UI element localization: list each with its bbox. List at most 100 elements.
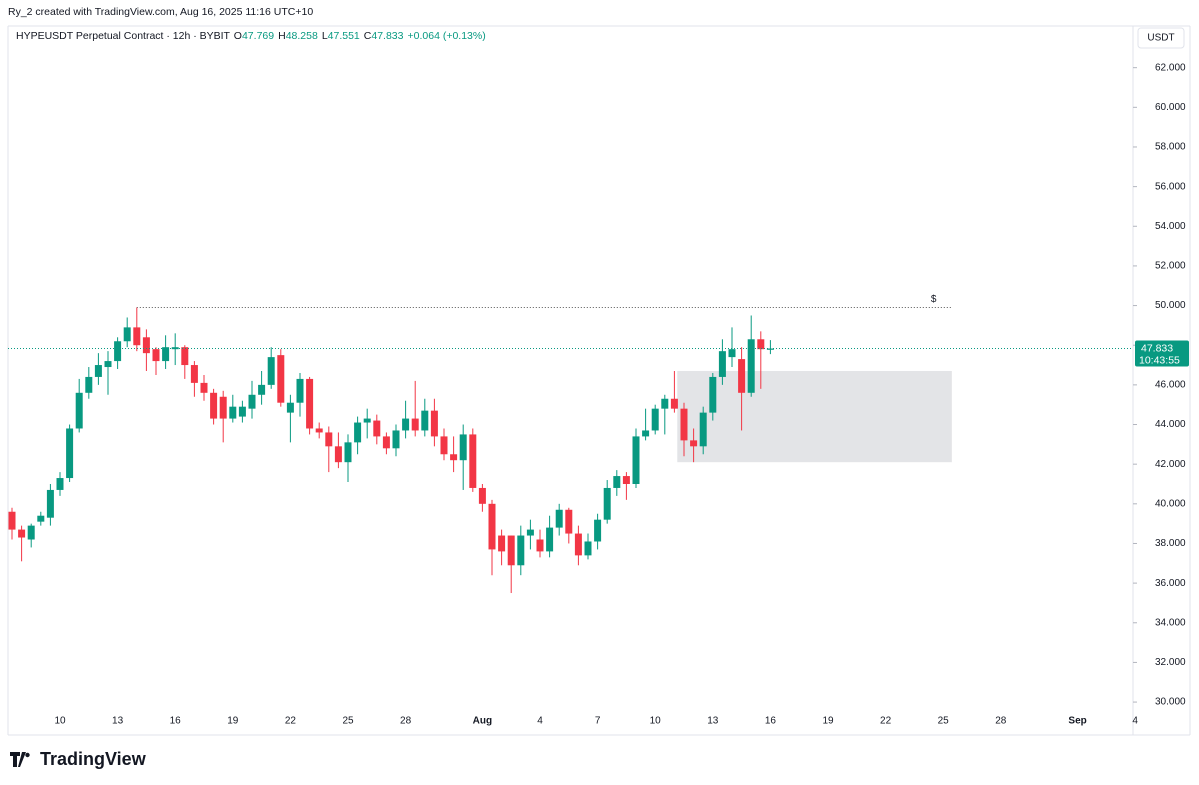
x-tick-label: 13	[707, 716, 719, 727]
logo-mark	[25, 752, 30, 758]
candle-body	[363, 418, 371, 423]
candle-body	[661, 398, 669, 409]
x-tick-label: 22	[285, 716, 297, 727]
candle-body	[642, 430, 650, 437]
candle-body	[402, 418, 410, 431]
candle-body	[133, 327, 141, 346]
symbol: HYPEUSDT Perpetual Contract · 12h · BYBI…	[16, 30, 486, 42]
candle-body	[334, 446, 342, 463]
x-tick-label: 25	[342, 716, 354, 727]
candle-body	[66, 428, 74, 479]
y-tick-label: 52.000	[1155, 261, 1186, 272]
zone	[677, 370, 952, 463]
candle-body	[574, 533, 582, 556]
candle-body	[306, 378, 314, 429]
countdown: 10:43:55	[1139, 354, 1180, 366]
candle-body	[526, 529, 534, 536]
candle-body	[296, 378, 304, 403]
candle-body	[613, 476, 621, 488]
candle-body	[200, 382, 208, 393]
candle-body	[747, 339, 755, 393]
y-tick-label: 58.000	[1155, 142, 1186, 153]
candle-body	[440, 436, 448, 455]
currency-box[interactable]	[1137, 27, 1185, 49]
candle-body	[690, 440, 698, 447]
x-tick-label: 16	[170, 716, 182, 727]
x-tick-label: 10	[650, 716, 662, 727]
x-tick-label: 19	[227, 716, 239, 727]
x-tick-label: 13	[112, 716, 124, 727]
candle-body	[114, 341, 122, 362]
y-tick-label: 42.000	[1155, 459, 1186, 470]
candle-body	[766, 348, 774, 350]
candle-body	[469, 434, 477, 488]
candle-body	[411, 418, 419, 431]
candle-body	[37, 515, 45, 522]
candle-body	[75, 392, 83, 429]
l-value: 47.551	[328, 30, 360, 42]
candle-body	[584, 541, 592, 556]
plot: $	[8, 294, 952, 594]
x-tick-label: 16	[765, 716, 777, 727]
candle-body	[277, 355, 285, 403]
candle-body	[315, 428, 323, 433]
candle-body	[699, 412, 707, 447]
y-tick-label: 50.000	[1155, 300, 1186, 311]
candle-body	[104, 361, 112, 368]
o-value: 47.769	[242, 30, 274, 42]
candle-body	[286, 402, 294, 413]
candle-body	[238, 406, 246, 417]
logo: TradingView	[10, 749, 147, 769]
candle-body	[152, 349, 160, 362]
candle-body	[248, 394, 256, 409]
candle-body	[517, 535, 525, 566]
candle-body	[651, 408, 659, 431]
candle-body	[709, 376, 717, 413]
c-value: 47.833	[371, 30, 403, 42]
candle-body	[478, 487, 486, 504]
y-tick-label: 40.000	[1155, 498, 1186, 509]
y-tick-label: 62.000	[1155, 62, 1186, 73]
change: +0.064 (+0.13%)	[408, 30, 486, 42]
candle-body	[8, 511, 16, 530]
candle-body	[622, 476, 630, 484]
x-tick-label: 7	[595, 716, 601, 727]
candle-body	[507, 535, 515, 566]
y-tick-label: 38.000	[1155, 538, 1186, 549]
y-tick-label: 34.000	[1155, 617, 1186, 628]
candle-body	[46, 489, 54, 518]
candle-body	[488, 503, 496, 550]
x-tick-label: 10	[54, 716, 66, 727]
candle-body	[757, 339, 765, 350]
candle-body	[18, 529, 26, 538]
x-tick-label: 4	[1132, 716, 1138, 727]
y-tick-label: 56.000	[1155, 181, 1186, 192]
x-tick-label: 22	[880, 716, 892, 727]
candle-body	[142, 337, 150, 354]
h-label: H	[278, 30, 286, 42]
candle-body	[536, 539, 544, 552]
candle-body	[450, 454, 458, 461]
candle-body	[392, 430, 400, 449]
l-label: L	[322, 30, 328, 42]
y-tick-label: 60.000	[1155, 102, 1186, 113]
candle-body	[382, 436, 390, 449]
y-tick-label: 36.000	[1155, 578, 1186, 589]
y-tick-label: 44.000	[1155, 419, 1186, 430]
candle-body	[325, 432, 333, 447]
candle-body	[670, 398, 678, 409]
candle-body	[430, 410, 438, 437]
candle-body	[632, 436, 640, 484]
y-tick-label: 46.000	[1155, 380, 1186, 391]
logo-mark	[10, 752, 26, 767]
currency[interactable]: USDT	[1147, 33, 1174, 44]
x-tick-label: 19	[822, 716, 834, 727]
candle-body	[258, 384, 266, 395]
candle-body	[219, 396, 227, 419]
candle-body	[421, 410, 429, 431]
candle-body	[728, 349, 736, 358]
candle-body	[354, 422, 362, 443]
candle-body	[344, 442, 352, 463]
candle-body	[181, 347, 189, 366]
